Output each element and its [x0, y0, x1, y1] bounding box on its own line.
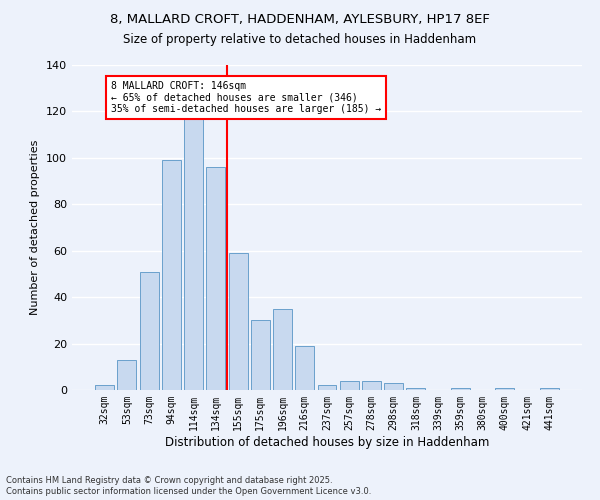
- Bar: [451, 388, 470, 390]
- Bar: [184, 116, 203, 390]
- X-axis label: Distribution of detached houses by size in Haddenham: Distribution of detached houses by size …: [165, 436, 489, 448]
- Text: 8, MALLARD CROFT, HADDENHAM, AYLESBURY, HP17 8EF: 8, MALLARD CROFT, HADDENHAM, AYLESBURY, …: [110, 12, 490, 26]
- Bar: [295, 346, 314, 390]
- Text: Size of property relative to detached houses in Haddenham: Size of property relative to detached ho…: [124, 32, 476, 46]
- Bar: [384, 383, 403, 390]
- Y-axis label: Number of detached properties: Number of detached properties: [31, 140, 40, 315]
- Bar: [95, 386, 114, 390]
- Bar: [140, 272, 158, 390]
- Bar: [118, 360, 136, 390]
- Bar: [206, 167, 225, 390]
- Bar: [273, 309, 292, 390]
- Bar: [251, 320, 270, 390]
- Text: 8 MALLARD CROFT: 146sqm
← 65% of detached houses are smaller (346)
35% of semi-d: 8 MALLARD CROFT: 146sqm ← 65% of detache…: [112, 82, 382, 114]
- Bar: [496, 388, 514, 390]
- Text: Contains HM Land Registry data © Crown copyright and database right 2025.: Contains HM Land Registry data © Crown c…: [6, 476, 332, 485]
- Bar: [229, 253, 248, 390]
- Bar: [340, 380, 359, 390]
- Bar: [406, 388, 425, 390]
- Text: Contains public sector information licensed under the Open Government Licence v3: Contains public sector information licen…: [6, 487, 371, 496]
- Bar: [162, 160, 181, 390]
- Bar: [362, 380, 381, 390]
- Bar: [317, 386, 337, 390]
- Bar: [540, 388, 559, 390]
